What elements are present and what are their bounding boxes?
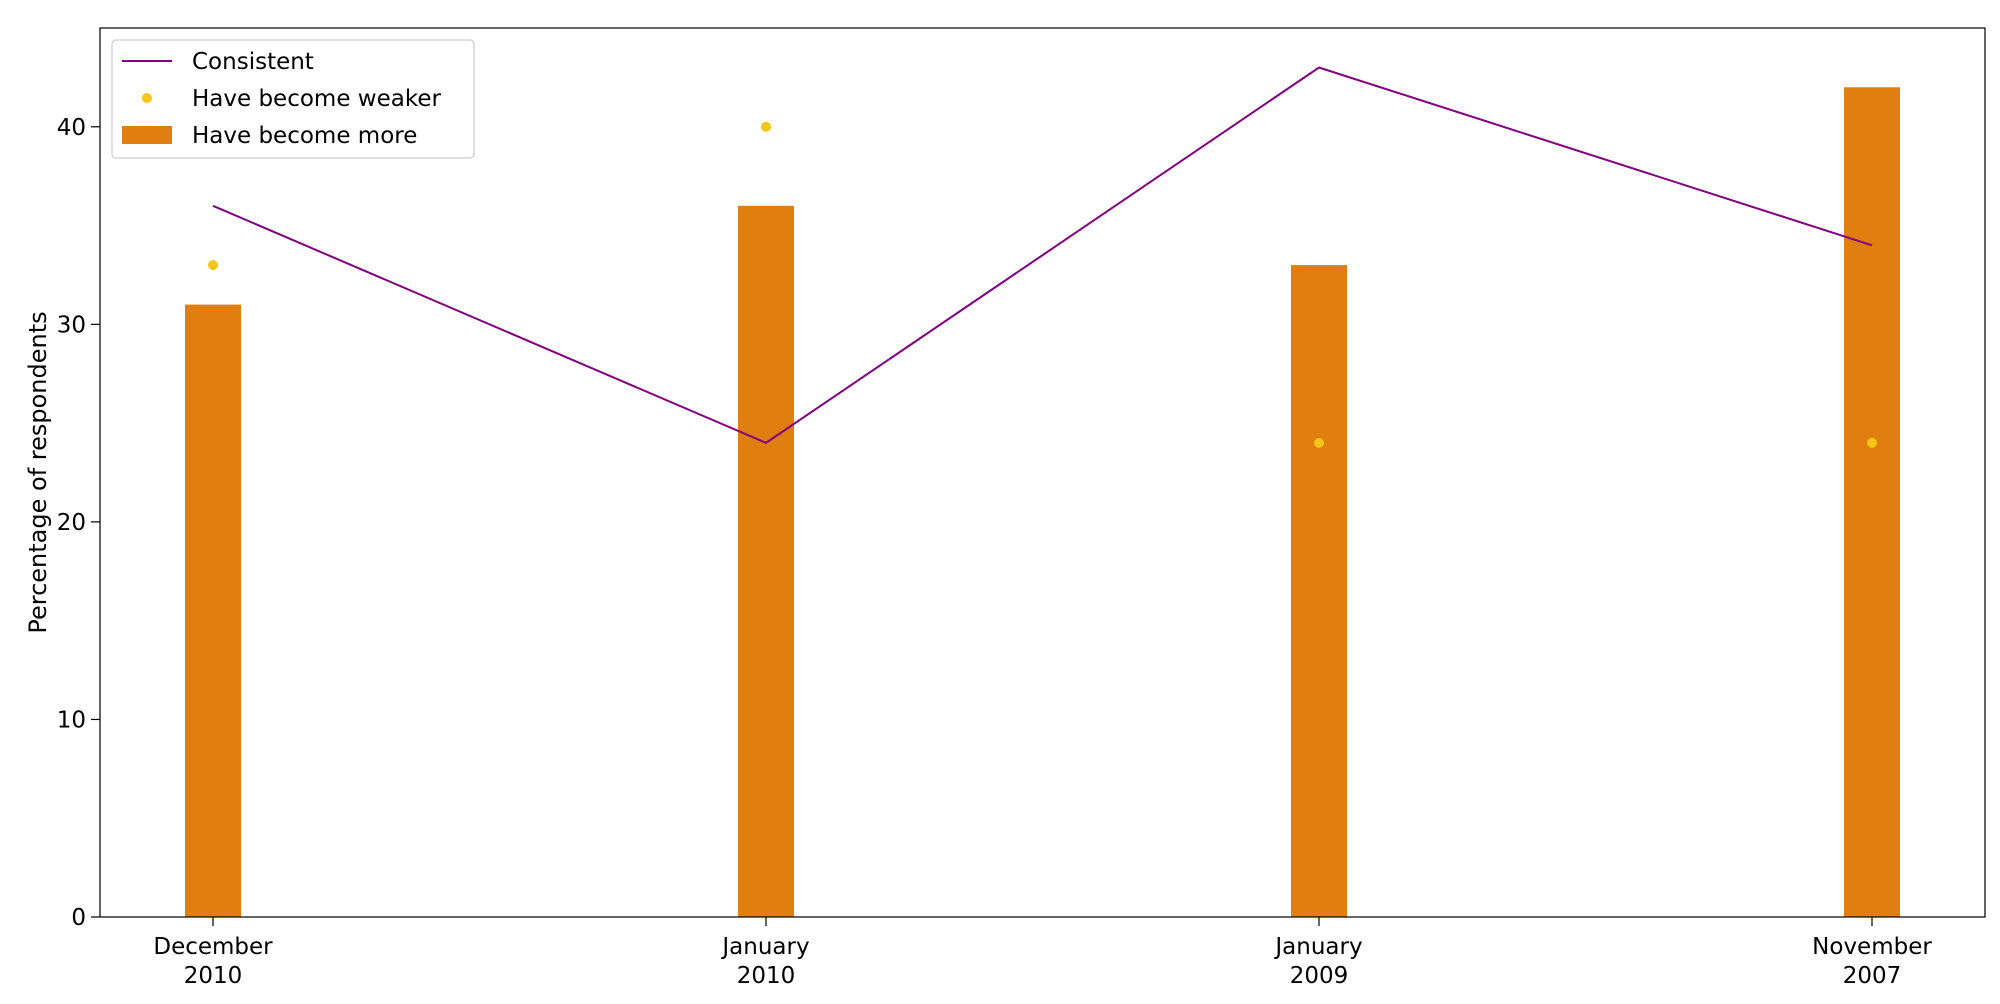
scatter-point-0 (208, 260, 218, 271)
y-tick-label-2: 20 (57, 510, 86, 536)
x-tick-label-3: November 2007 (1812, 934, 1932, 989)
bar-3 (1844, 87, 1900, 918)
series-line-consistent (212, 66, 1873, 445)
plot-layer: 0 10 20 30 40 December 2010 January 2010 January 2… (24, 27, 1986, 989)
legend: Consistent Have become weaker Have become … (111, 39, 475, 159)
y-tick-label-3: 30 (57, 312, 86, 338)
scatter-point-3 (1867, 437, 1877, 448)
scatter-point-2 (1314, 437, 1324, 448)
legend-label-0: Consistent (192, 49, 314, 75)
legend-swatch-bar (122, 126, 172, 144)
y-tick-label-1: 10 (57, 707, 86, 733)
legend-label-1: Have become weaker (192, 86, 442, 112)
scatter-point-1 (761, 121, 771, 132)
x-tick-label-2: January 2009 (1273, 934, 1362, 989)
legend-label-2: Have become more (192, 123, 417, 149)
bar-0 (185, 304, 241, 918)
bar-2 (1291, 265, 1347, 918)
x-tick-label-1: January 2010 (720, 934, 809, 989)
bar-1 (738, 205, 794, 918)
y-tick-label-4: 40 (57, 115, 86, 141)
y-tick-label-0: 0 (71, 905, 86, 931)
legend-frame (111, 39, 475, 159)
y-axis-label: Percentage of respondents (24, 311, 52, 633)
x-tick-label-0: December 2010 (153, 934, 273, 989)
plot-frame (99, 27, 1986, 918)
legend-swatch-dot (142, 93, 152, 103)
